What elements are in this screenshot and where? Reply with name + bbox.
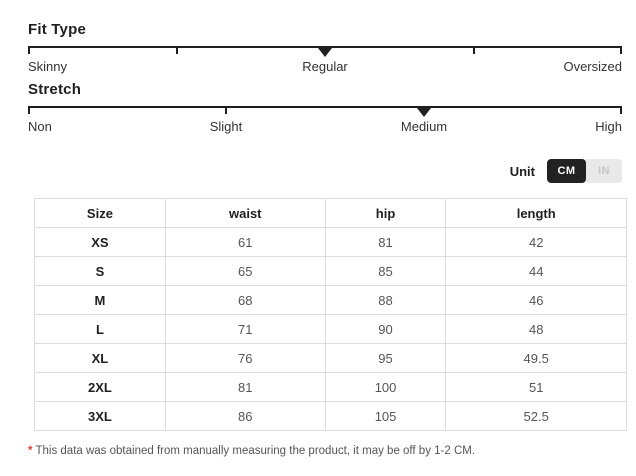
hip-value: 88 [324, 285, 447, 315]
length-value: 42 [445, 227, 627, 257]
scale-tick [620, 108, 622, 114]
length-value: 44 [445, 256, 627, 286]
size-value: M [34, 285, 166, 315]
table-row: 3XL 86 105 52.5 [34, 401, 627, 431]
stretch-marker-icon [417, 108, 432, 117]
scale-tick [175, 48, 178, 54]
table-row: L 71 90 48 [34, 314, 627, 344]
size-value: XS [34, 227, 166, 257]
fit-type-scale [28, 46, 622, 57]
waist-value: 65 [164, 256, 326, 286]
length-value: 52.5 [445, 401, 627, 431]
length-value: 51 [445, 372, 627, 402]
col-header-length: length [445, 198, 627, 228]
scale-tick [224, 108, 227, 114]
hip-value: 95 [324, 343, 447, 373]
col-header-hip: hip [324, 198, 447, 228]
fit-type-label-skinny: Skinny [28, 59, 68, 74]
stretch-label-high: High [595, 119, 622, 134]
hip-value: 85 [324, 256, 447, 286]
col-header-waist: waist [164, 198, 326, 228]
size-value: 2XL [34, 372, 166, 402]
scale-tick [28, 108, 30, 114]
table-row: M 68 88 46 [34, 285, 627, 315]
length-value: 49.5 [445, 343, 627, 373]
waist-value: 86 [164, 401, 326, 431]
waist-value: 61 [164, 227, 326, 257]
unit-label: Unit [509, 163, 535, 179]
size-value: XL [34, 343, 166, 373]
hip-value: 90 [324, 314, 447, 344]
stretch-heading: Stretch [28, 81, 82, 98]
unit-row: Unit CM IN [28, 159, 622, 183]
stretch-label-slight: Slight [209, 119, 243, 134]
table-header-row: Size waist hip length [34, 198, 627, 228]
stretch-label-medium: Medium [400, 119, 448, 134]
waist-value: 76 [164, 343, 326, 373]
table-row: XL 76 95 49.5 [34, 343, 627, 373]
fit-type-marker-icon [318, 48, 332, 57]
unit-toggle: CM IN [547, 159, 622, 183]
size-value: 3XL [34, 401, 166, 431]
fit-type-label-oversized: Oversized [563, 59, 622, 74]
fit-type-label-regular: Regular [302, 59, 348, 74]
fit-type-heading: Fit Type [28, 21, 86, 38]
scale-tick [472, 48, 475, 54]
stretch-label-non: Non [28, 119, 52, 134]
stretch-section: Stretch Non Slight Medium High [28, 82, 622, 136]
waist-value: 68 [164, 285, 326, 315]
table-row: XS 61 81 42 [34, 227, 627, 257]
table-row: S 65 85 44 [34, 256, 627, 286]
scale-tick [620, 48, 622, 54]
size-table: Size waist hip length XS 61 81 42 S 65 8… [34, 198, 627, 431]
hip-value: 81 [324, 227, 447, 257]
size-value: L [34, 314, 166, 344]
hip-value: 100 [324, 372, 447, 402]
size-guide-panel: Fit Type Skinny Regular Oversized Stretc… [28, 22, 627, 457]
table-row: 2XL 81 100 51 [34, 372, 627, 402]
asterisk: * [28, 445, 33, 457]
fit-type-section: Fit Type Skinny Regular Oversized [28, 22, 622, 76]
fit-type-labels: Skinny Regular Oversized [28, 59, 622, 76]
measurement-disclaimer: * This data was obtained from manually m… [28, 445, 622, 457]
waist-value: 81 [164, 372, 326, 402]
size-value: S [34, 256, 166, 286]
stretch-labels: Non Slight Medium High [28, 119, 622, 136]
unit-cm-button[interactable]: CM [547, 159, 586, 183]
disclaimer-text: This data was obtained from manually mea… [35, 445, 476, 457]
hip-value: 105 [324, 401, 447, 431]
length-value: 46 [445, 285, 627, 315]
unit-in-button[interactable]: IN [586, 159, 622, 183]
length-value: 48 [445, 314, 627, 344]
stretch-scale [28, 106, 622, 117]
scale-tick [28, 48, 30, 54]
waist-value: 71 [164, 314, 326, 344]
col-header-size: Size [34, 198, 166, 228]
